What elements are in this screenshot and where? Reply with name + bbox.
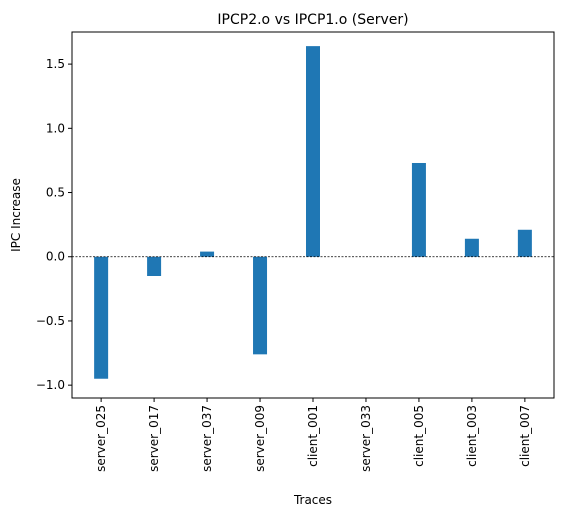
y-tick-label: 0.0: [46, 250, 65, 264]
axes-frame: [71, 31, 555, 399]
bar-server_009: [253, 256, 268, 355]
y-axis-title: IPC Increase: [9, 178, 23, 252]
y-tick-label: 0.5: [46, 186, 65, 200]
bar-client_003: [464, 238, 479, 257]
bar-client_001: [306, 46, 320, 257]
x-tick-label-server_037: server_037: [200, 405, 214, 472]
x-tick-label-server_017: server_017: [147, 405, 161, 472]
bar-server_037: [200, 251, 215, 257]
bar-client_007: [517, 229, 532, 257]
y-tick-label: −1.0: [36, 378, 65, 392]
x-tick-label-server_009: server_009: [253, 405, 267, 472]
x-tick-label-client_003: client_003: [465, 405, 479, 467]
y-tick-label: 1.5: [46, 57, 65, 71]
plot-area: −1.0 −0.5 0.0 0.5 1.0 1.5 server_025 server_017…: [36, 46, 554, 472]
x-tick-label-client_001: client_001: [306, 405, 320, 467]
bar-server_025: [94, 256, 109, 379]
y-tick-label: −0.5: [36, 314, 65, 328]
x-axis-title: Traces: [293, 493, 332, 507]
x-tick-label-client_005: client_005: [412, 405, 426, 467]
x-tick-label-server_033: server_033: [359, 405, 373, 472]
bar-server_017: [147, 256, 162, 276]
chart-title: IPCP2.o vs IPCP1.o (Server): [217, 12, 408, 28]
y-tick-label: 1.0: [46, 121, 65, 135]
x-tick-label-server_025: server_025: [94, 405, 108, 472]
x-tick-label-client_007: client_007: [518, 405, 532, 467]
bar-client_005: [411, 162, 426, 257]
